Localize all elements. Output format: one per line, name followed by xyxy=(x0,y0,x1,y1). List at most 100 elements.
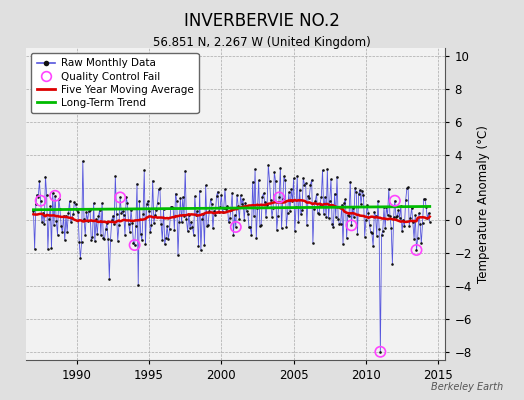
Point xyxy=(320,211,328,217)
Point xyxy=(118,208,127,214)
Point xyxy=(106,236,115,243)
Point xyxy=(193,208,201,215)
Point xyxy=(397,203,405,209)
Point xyxy=(361,233,369,240)
Point xyxy=(382,204,390,210)
Point xyxy=(356,187,364,193)
Point xyxy=(394,207,402,214)
Point xyxy=(192,212,200,218)
Point xyxy=(116,194,124,201)
Point xyxy=(269,205,277,212)
Point xyxy=(107,217,116,223)
Point xyxy=(370,209,378,215)
Point xyxy=(405,222,413,229)
Point xyxy=(280,173,288,180)
Point xyxy=(352,189,361,196)
Point xyxy=(167,204,175,210)
Point xyxy=(223,202,232,209)
Point xyxy=(299,175,308,181)
Point xyxy=(315,211,323,218)
Point xyxy=(239,196,247,202)
Point xyxy=(304,193,312,199)
Text: INVERBERVIE NO.2: INVERBERVIE NO.2 xyxy=(184,12,340,30)
Point xyxy=(249,213,258,219)
Point xyxy=(135,198,144,204)
Point xyxy=(334,216,342,222)
Point xyxy=(124,220,133,227)
Point xyxy=(178,219,186,226)
Point xyxy=(34,194,42,200)
Point xyxy=(276,165,285,171)
Point xyxy=(196,247,205,254)
Point xyxy=(49,190,57,196)
Point xyxy=(345,213,353,219)
Point xyxy=(294,218,303,225)
Point xyxy=(246,224,255,231)
Point xyxy=(159,206,168,212)
Point xyxy=(289,175,298,182)
Point xyxy=(127,207,135,213)
Point xyxy=(261,214,270,220)
Point xyxy=(144,198,152,204)
Point xyxy=(255,177,263,184)
Point xyxy=(155,186,163,193)
Point xyxy=(393,213,401,219)
Point xyxy=(37,198,45,204)
Point xyxy=(292,204,300,210)
Point xyxy=(52,218,60,225)
Point xyxy=(282,224,291,230)
Point xyxy=(384,212,392,218)
Point xyxy=(390,198,399,204)
Point xyxy=(112,211,121,218)
Point xyxy=(410,236,418,242)
Point xyxy=(234,202,243,209)
Point xyxy=(353,231,362,238)
Point xyxy=(104,236,112,242)
Point xyxy=(168,203,176,210)
Y-axis label: Temperature Anomaly (°C): Temperature Anomaly (°C) xyxy=(477,125,490,283)
Point xyxy=(109,213,117,219)
Point xyxy=(35,178,43,184)
Point xyxy=(79,158,87,164)
Point xyxy=(422,204,430,210)
Point xyxy=(310,206,318,212)
Point xyxy=(147,222,156,228)
Point xyxy=(181,168,189,174)
Point xyxy=(214,188,222,195)
Point xyxy=(39,210,47,216)
Point xyxy=(138,237,146,244)
Point xyxy=(259,190,268,197)
Point xyxy=(51,192,59,199)
Point xyxy=(248,178,257,185)
Point xyxy=(252,235,260,242)
Point xyxy=(59,212,68,219)
Point xyxy=(87,236,95,243)
Point xyxy=(210,208,219,214)
Point xyxy=(264,162,272,168)
Point xyxy=(188,224,196,230)
Point xyxy=(73,207,81,213)
Point xyxy=(117,210,126,216)
Point xyxy=(244,210,252,217)
Point xyxy=(98,200,106,206)
Point xyxy=(275,194,283,201)
Point xyxy=(325,198,334,204)
Point xyxy=(53,232,62,238)
Point xyxy=(203,223,211,230)
Point xyxy=(78,239,86,245)
Point xyxy=(71,201,80,208)
Point xyxy=(111,173,119,180)
Point xyxy=(80,216,88,223)
Point xyxy=(381,224,389,231)
Point xyxy=(319,167,327,173)
Point xyxy=(128,220,136,226)
Point xyxy=(175,218,183,225)
Point xyxy=(400,223,409,230)
Point xyxy=(151,212,159,218)
Point xyxy=(198,216,206,222)
Point xyxy=(99,234,107,241)
Point xyxy=(347,222,356,228)
Point xyxy=(390,198,399,204)
Point xyxy=(190,232,198,238)
Point xyxy=(85,208,93,214)
